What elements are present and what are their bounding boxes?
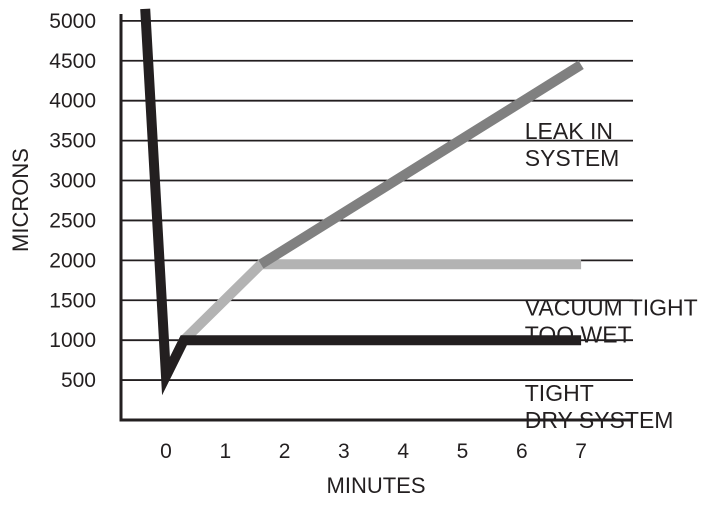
x-tick-label: 7	[575, 440, 587, 463]
vacuum-tight-too-wet-line	[161, 259, 582, 379]
x-tick-label: 4	[397, 440, 409, 463]
x-tick-label: 0	[160, 440, 172, 463]
annotation-label: DRY SYSTEM	[525, 407, 674, 433]
annotation-label: LEAK IN	[525, 118, 613, 144]
y-tick-labels: 500 1000 1500 2000 2500 3000 3500 4000 4500 5000	[49, 10, 96, 392]
y-tick-label: 1000	[49, 329, 96, 352]
y-tick-label: 3000	[49, 170, 96, 193]
y-tick-label: 3500	[49, 130, 96, 153]
x-axis-title: MINUTES	[327, 473, 426, 498]
x-tick-label: 3	[338, 440, 350, 463]
annotation-label: SYSTEM	[525, 145, 620, 171]
annotation-label: TOO WET	[525, 321, 632, 347]
x-tick-label: 2	[279, 440, 291, 463]
annotation-label: TIGHT	[525, 380, 594, 406]
tight-dry-system-line	[140, 8, 582, 396]
series-lines	[140, 8, 584, 396]
x-tick-label: 6	[516, 440, 528, 463]
y-tick-label: 500	[61, 369, 96, 392]
annotation-label: VACUUM TIGHT	[525, 294, 698, 320]
x-tick-labels: 0 1 2 3 4 5 6 7	[160, 440, 587, 463]
x-tick-label: 5	[457, 440, 469, 463]
x-tick-label: 1	[219, 440, 231, 463]
y-axis-title: MICRONS	[8, 148, 33, 252]
y-tick-label: 4000	[49, 90, 96, 113]
leak-in-system-line	[258, 60, 584, 269]
y-tick-label: 5000	[49, 10, 96, 33]
y-tick-label: 2500	[49, 209, 96, 232]
y-tick-label: 4500	[49, 50, 96, 73]
y-tick-label: 2000	[49, 249, 96, 272]
y-tick-label: 1500	[49, 289, 96, 312]
